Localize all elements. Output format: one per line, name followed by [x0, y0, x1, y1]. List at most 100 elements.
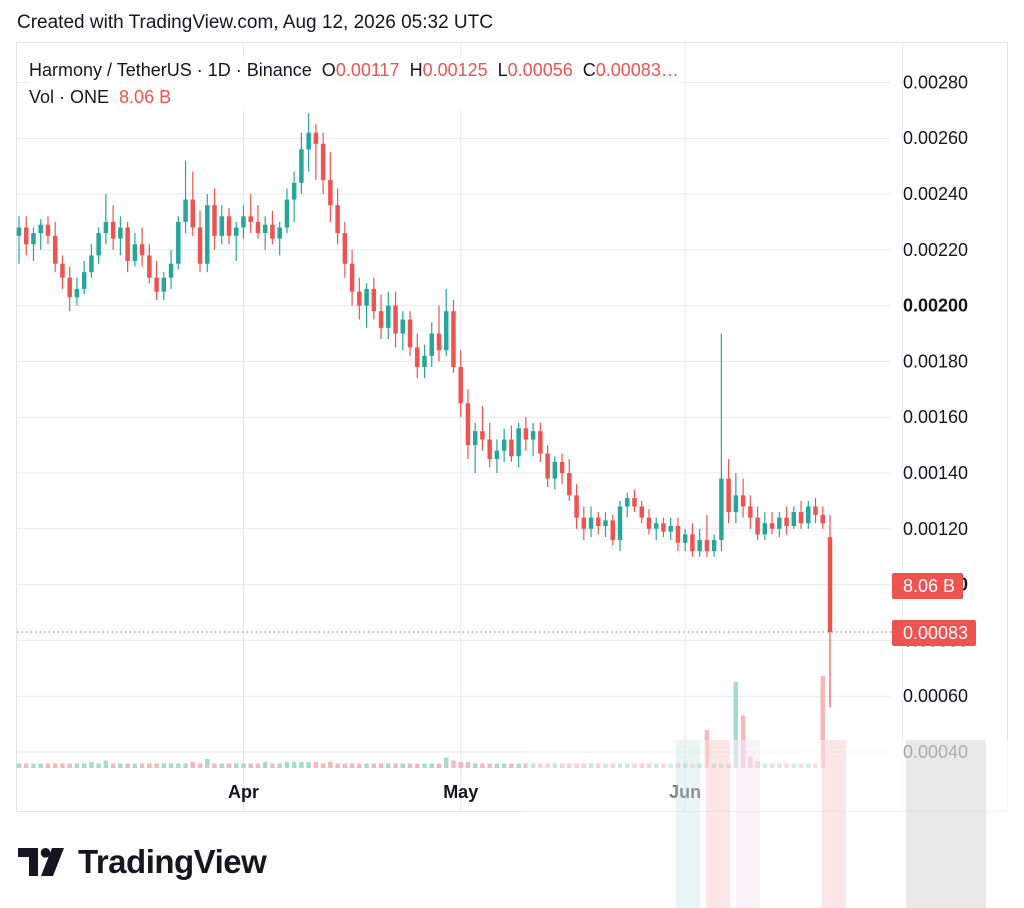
candle[interactable]: [646, 509, 652, 535]
candle[interactable]: [219, 205, 224, 245]
candle[interactable]: [653, 517, 659, 540]
candle[interactable]: [147, 244, 152, 284]
candle[interactable]: [798, 500, 804, 529]
candle[interactable]: [661, 517, 666, 538]
candle[interactable]: [415, 333, 420, 379]
candle[interactable]: [458, 350, 463, 418]
candle[interactable]: [733, 473, 739, 524]
candle[interactable]: [436, 305, 442, 362]
candle[interactable]: [139, 227, 145, 267]
candle[interactable]: [407, 311, 413, 356]
candle[interactable]: [610, 514, 616, 546]
symbol-title[interactable]: Harmony / TetherUS · 1D · Binance: [29, 60, 312, 80]
candle[interactable]: [719, 333, 724, 552]
candle[interactable]: [791, 506, 797, 529]
candle[interactable]: [328, 152, 333, 222]
candle[interactable]: [784, 506, 789, 535]
candle[interactable]: [291, 171, 297, 222]
candle[interactable]: [212, 188, 217, 250]
candle[interactable]: [241, 205, 246, 239]
candle[interactable]: [726, 459, 731, 524]
candle[interactable]: [451, 300, 456, 373]
candle[interactable]: [284, 188, 290, 234]
candle[interactable]: [299, 132, 304, 194]
candle[interactable]: [567, 459, 572, 501]
candle[interactable]: [704, 514, 710, 557]
candle[interactable]: [16, 216, 22, 264]
candle[interactable]: [501, 428, 507, 462]
candle[interactable]: [429, 322, 434, 367]
candle[interactable]: [357, 277, 362, 320]
candle[interactable]: [509, 425, 514, 462]
candle[interactable]: [472, 422, 478, 473]
candle[interactable]: [588, 506, 594, 538]
candle[interactable]: [820, 506, 826, 529]
candle[interactable]: [625, 492, 630, 518]
candle[interactable]: [262, 216, 268, 250]
candle[interactable]: [516, 422, 521, 468]
candle[interactable]: [320, 132, 326, 194]
candle[interactable]: [60, 255, 65, 289]
candle[interactable]: [400, 311, 406, 351]
candle[interactable]: [378, 294, 384, 340]
candle[interactable]: [675, 517, 681, 552]
candle[interactable]: [806, 500, 811, 529]
candle[interactable]: [762, 512, 768, 540]
candle[interactable]: [632, 489, 637, 513]
candle[interactable]: [270, 210, 275, 245]
candle[interactable]: [748, 495, 753, 529]
candle[interactable]: [197, 210, 203, 273]
candle[interactable]: [67, 266, 72, 312]
candle[interactable]: [226, 207, 232, 245]
candle[interactable]: [74, 277, 80, 306]
candle[interactable]: [523, 417, 529, 451]
candle[interactable]: [494, 439, 500, 473]
candle[interactable]: [31, 227, 36, 261]
candle[interactable]: [827, 514, 833, 708]
candle[interactable]: [530, 422, 536, 457]
candle[interactable]: [755, 506, 760, 540]
price-axis[interactable]: 0.000400.000600.000800.001000.001200.001…: [903, 72, 968, 762]
chart-panel[interactable]: [16, 42, 1008, 812]
candle[interactable]: [161, 272, 167, 301]
candle[interactable]: [255, 205, 261, 239]
candle[interactable]: [168, 249, 174, 289]
candle[interactable]: [52, 221, 58, 273]
candle[interactable]: [777, 512, 782, 538]
candle[interactable]: [465, 389, 471, 460]
candle[interactable]: [349, 249, 355, 306]
candle[interactable]: [574, 484, 579, 529]
candle[interactable]: [89, 244, 94, 278]
candle[interactable]: [682, 528, 688, 552]
candle[interactable]: [639, 500, 644, 524]
candles[interactable]: [16, 113, 833, 708]
candle[interactable]: [480, 406, 485, 451]
candle[interactable]: [38, 219, 43, 250]
candle[interactable]: [277, 221, 282, 256]
candle[interactable]: [154, 260, 159, 301]
candle[interactable]: [110, 205, 116, 250]
candle[interactable]: [205, 194, 210, 273]
candle[interactable]: [183, 160, 188, 234]
candle[interactable]: [617, 500, 623, 552]
tradingview-brand[interactable]: TradingView: [18, 840, 267, 884]
candle[interactable]: [711, 534, 717, 557]
candle[interactable]: [103, 194, 109, 245]
candle[interactable]: [335, 188, 340, 245]
candle[interactable]: [769, 512, 775, 535]
candle[interactable]: [422, 344, 427, 379]
candle[interactable]: [813, 498, 818, 524]
candle[interactable]: [371, 277, 377, 320]
candle[interactable]: [81, 260, 87, 295]
candle[interactable]: [559, 453, 565, 485]
candle[interactable]: [342, 221, 348, 278]
volume-label[interactable]: Vol · ONE: [29, 87, 110, 107]
candle[interactable]: [45, 216, 51, 245]
candle[interactable]: [538, 422, 543, 462]
candle[interactable]: [306, 113, 311, 172]
candle[interactable]: [364, 283, 369, 328]
candle[interactable]: [443, 288, 449, 356]
candle[interactable]: [248, 194, 253, 234]
candle[interactable]: [118, 216, 123, 256]
